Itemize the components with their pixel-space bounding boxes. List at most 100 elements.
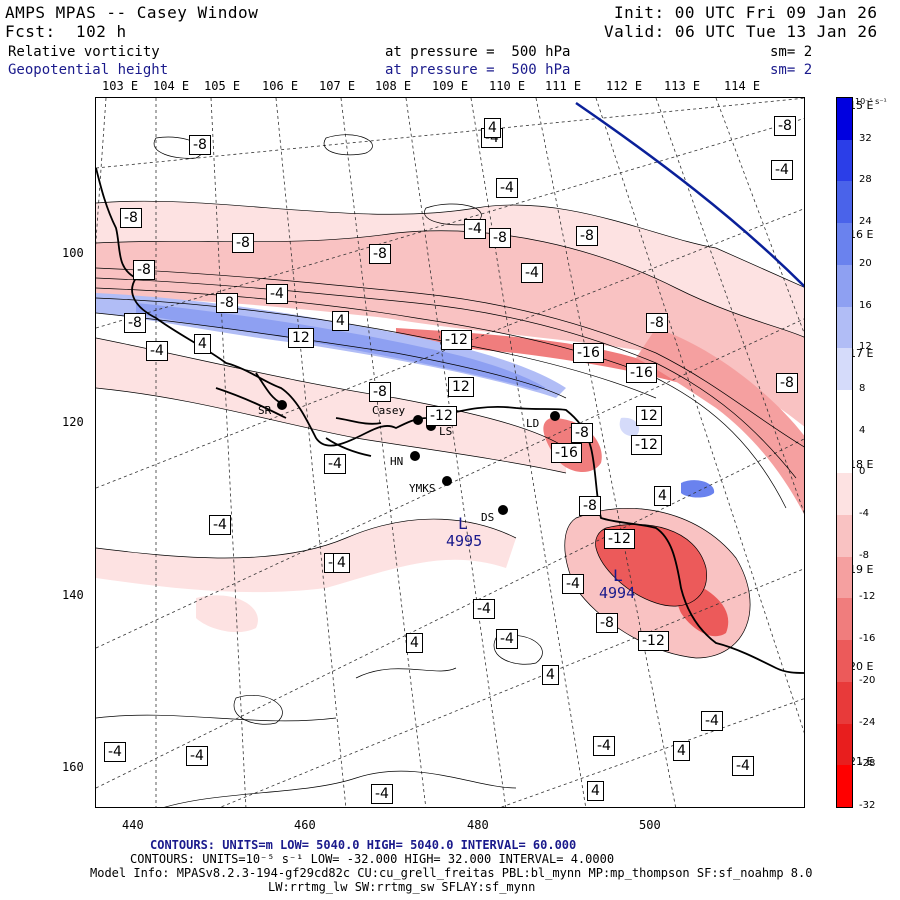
station-hn-label: HN <box>390 455 404 468</box>
footer-model-info: Model Info: MPASv8.2.3-194-gf29cd82c CU:… <box>90 866 813 880</box>
station-casey-marker <box>413 415 423 425</box>
station-ds-marker <box>498 505 508 515</box>
lon-label: 109 E <box>432 79 469 93</box>
station-ls-label: LS <box>439 425 453 438</box>
colorbar-swatch <box>837 264 852 308</box>
contour-value-label: -8 <box>576 226 598 246</box>
contour-value-label: 12 <box>636 406 662 426</box>
contour-value-label: -12 <box>604 529 635 549</box>
colorbar-unit: 10⁻⁵ s⁻¹ <box>855 97 887 106</box>
pink-band-sw <box>96 519 516 593</box>
x-tick-500: 500 <box>639 818 661 832</box>
valid-time: Valid: 06 UTC Tue 13 Jan 26 <box>604 22 878 41</box>
colorbar-label: -12 <box>859 591 876 603</box>
colorbar-label: 32 <box>859 132 872 144</box>
colorbar-label: 28 <box>859 174 872 186</box>
colorbar-label: -4 <box>859 508 869 520</box>
low-2-value: 4994 <box>599 584 636 602</box>
colorbar-label: 16 <box>859 299 872 311</box>
map-panel: SR Casey LS LD HN YMKS DS L 4995 L 4994 … <box>95 97 805 808</box>
contour-value-label: -8 <box>774 116 796 136</box>
chart-title: AMPS MPAS -- Casey Window <box>5 3 259 22</box>
colorbar-swatch <box>837 431 852 474</box>
contour-value-label: -12 <box>426 406 457 426</box>
colorbar-label: -16 <box>859 633 876 645</box>
lon-label: 110 E <box>489 79 526 93</box>
contour-value-label: -4 <box>266 284 288 304</box>
field1-name: Relative vorticity <box>8 44 160 60</box>
contour-value-label: 4 <box>587 781 604 801</box>
colorbar-swatch <box>837 765 852 808</box>
blue-blob-east2 <box>619 417 640 437</box>
contour-value-label: 4 <box>542 665 559 685</box>
contour-value-label: -8 <box>579 496 601 516</box>
colorbar-swatch <box>837 139 852 182</box>
contour-value-label: -8 <box>232 233 254 253</box>
x-tick-460: 460 <box>294 818 316 832</box>
contour-value-label: -4 <box>732 756 754 776</box>
colorbar-swatch <box>837 223 852 266</box>
contour-value-label: -8 <box>646 313 668 333</box>
low-1-value: 4995 <box>446 532 483 550</box>
contour-value-label: -8 <box>189 135 211 155</box>
colorbar-swatch <box>837 473 852 516</box>
contour-value-label: 4 <box>654 486 671 506</box>
contour-value-label: -8 <box>596 613 618 633</box>
lon-label: 107 E <box>319 79 356 93</box>
colorbar-label: -24 <box>859 716 876 728</box>
map-canvas <box>96 98 804 807</box>
station-sr-label: SR <box>258 404 272 417</box>
contour-value-label: -4 <box>701 711 723 731</box>
contour-value-label: -4 <box>593 736 615 756</box>
contour-value-label: -16 <box>551 443 582 463</box>
lon-label: 114 E <box>724 79 761 93</box>
contour-value-label: -4 <box>496 629 518 649</box>
station-ld-marker <box>550 411 560 421</box>
colorbar-label: -28 <box>859 758 876 770</box>
contour-value-label: -4 <box>473 599 495 619</box>
contour-value-label: -4 <box>371 784 393 804</box>
contour-value-label: -8 <box>369 382 391 402</box>
low-2-symbol: L <box>613 566 623 585</box>
station-ld-label: LD <box>526 417 540 430</box>
contour-value-label: -8 <box>776 373 798 393</box>
lon-label: 111 E <box>545 79 582 93</box>
x-tick-480: 480 <box>467 818 489 832</box>
contour-value-label: -4 <box>771 160 793 180</box>
colorbar-swatch <box>837 681 852 725</box>
red-core-2 <box>675 578 729 637</box>
colorbar-label: -20 <box>859 674 876 686</box>
contour-value-label: -16 <box>573 343 604 363</box>
lon-label: 103 E <box>102 79 139 93</box>
geopotential-height-line <box>575 101 804 288</box>
contour-value-label: -4 <box>562 574 584 594</box>
forecast-hour: Fcst: 102 h <box>5 22 127 41</box>
contour-value-label: -8 <box>133 260 155 280</box>
field1-smoothing: sm= 2 <box>770 44 813 60</box>
contour-value-label: -4 <box>464 219 486 239</box>
lon-label: 104 E <box>153 79 190 93</box>
station-ymks-marker <box>442 476 452 486</box>
contour-value-label: -12 <box>631 435 662 455</box>
station-casey-label: Casey <box>372 404 406 417</box>
colorbar-swatch <box>837 515 852 558</box>
contour-value-label: -16 <box>626 363 657 383</box>
y-tick-120: 120 <box>62 415 84 429</box>
blue-blob-east <box>681 480 715 498</box>
y-tick-100: 100 <box>62 246 84 260</box>
contour-value-label: -4 <box>521 263 543 283</box>
colorbar-label: 20 <box>859 257 872 269</box>
colorbar-swatch <box>837 348 852 391</box>
contour-value-label: -4 <box>146 341 168 361</box>
colorbar-swatch <box>837 598 852 641</box>
contour-value-label: -4 <box>324 454 346 474</box>
x-tick-440: 440 <box>122 818 144 832</box>
colorbar-label: -32 <box>859 800 876 811</box>
colorbar-label: 0 <box>859 466 866 478</box>
colorbar-swatch <box>837 306 852 349</box>
station-ymks-label: YMKS <box>409 482 436 495</box>
contour-value-label: 4 <box>484 118 501 138</box>
y-tick-160: 160 <box>62 760 84 774</box>
contour-value-label: -4 <box>209 515 231 535</box>
colorbar-label: 8 <box>859 382 866 394</box>
